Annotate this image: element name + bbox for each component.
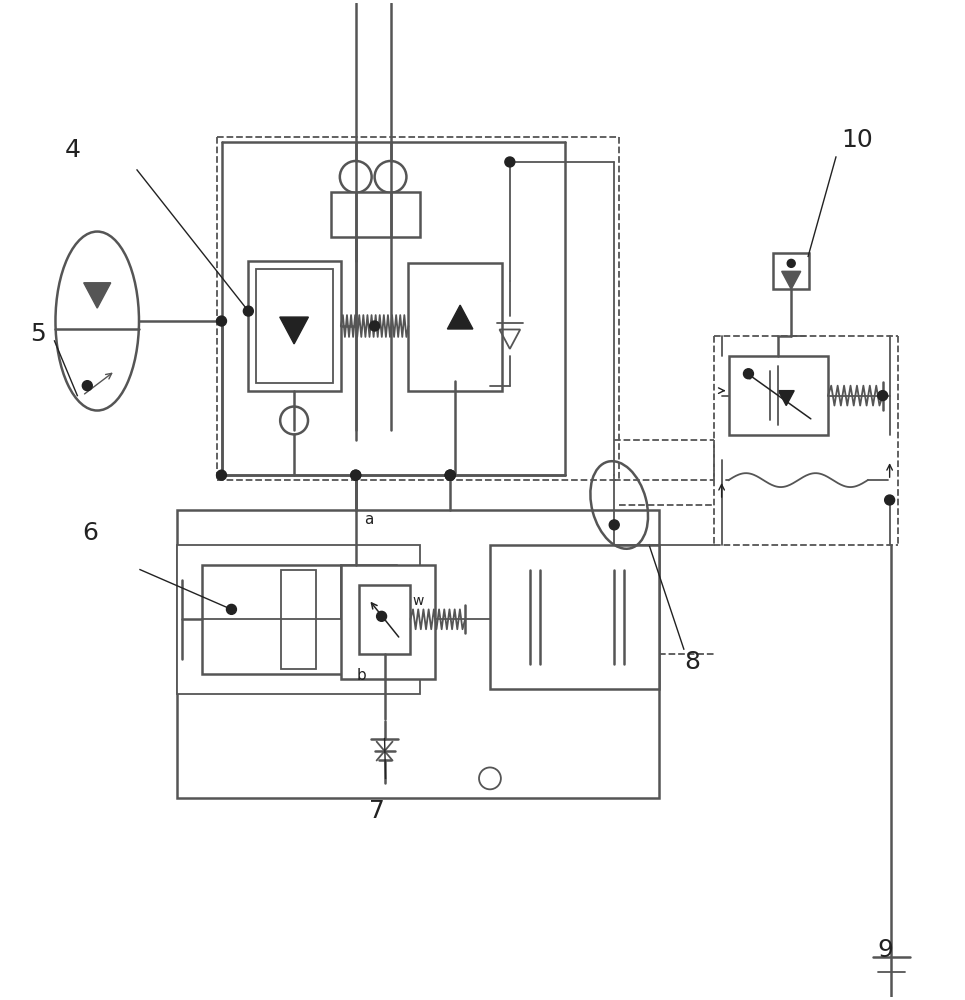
- Text: 6: 6: [82, 521, 98, 545]
- Text: 9: 9: [878, 938, 894, 962]
- Circle shape: [445, 470, 455, 480]
- Circle shape: [743, 369, 754, 379]
- Bar: [341, 565, 435, 679]
- Circle shape: [376, 611, 387, 621]
- Bar: [359, 585, 410, 654]
- Circle shape: [82, 381, 93, 391]
- Polygon shape: [779, 391, 794, 406]
- Bar: [177, 510, 659, 798]
- Polygon shape: [84, 283, 111, 308]
- Polygon shape: [448, 305, 473, 329]
- Text: 4: 4: [65, 138, 80, 162]
- Text: 5: 5: [31, 322, 46, 346]
- Circle shape: [243, 306, 254, 316]
- Bar: [421, 271, 490, 381]
- Bar: [729, 356, 828, 435]
- Text: 8: 8: [684, 650, 700, 674]
- Bar: [257, 269, 333, 383]
- Circle shape: [445, 470, 455, 480]
- Text: w: w: [412, 594, 424, 608]
- Bar: [490, 545, 659, 689]
- Circle shape: [216, 316, 227, 326]
- Polygon shape: [280, 317, 309, 344]
- Circle shape: [885, 495, 895, 505]
- Bar: [248, 261, 341, 391]
- Circle shape: [350, 470, 361, 480]
- Circle shape: [878, 391, 888, 401]
- Text: b: b: [357, 668, 367, 683]
- Text: 10: 10: [841, 128, 872, 152]
- Text: a: a: [364, 512, 373, 527]
- Circle shape: [370, 321, 379, 331]
- Bar: [202, 565, 396, 674]
- Polygon shape: [782, 271, 801, 289]
- Circle shape: [445, 470, 455, 480]
- Circle shape: [350, 470, 361, 480]
- Bar: [177, 545, 421, 694]
- Circle shape: [216, 470, 227, 480]
- Text: 7: 7: [369, 799, 384, 823]
- Circle shape: [787, 259, 795, 267]
- Circle shape: [505, 157, 514, 167]
- Circle shape: [227, 604, 236, 614]
- Bar: [773, 253, 809, 289]
- Bar: [408, 263, 502, 391]
- Bar: [281, 570, 316, 669]
- Circle shape: [609, 520, 620, 530]
- Bar: [331, 192, 421, 237]
